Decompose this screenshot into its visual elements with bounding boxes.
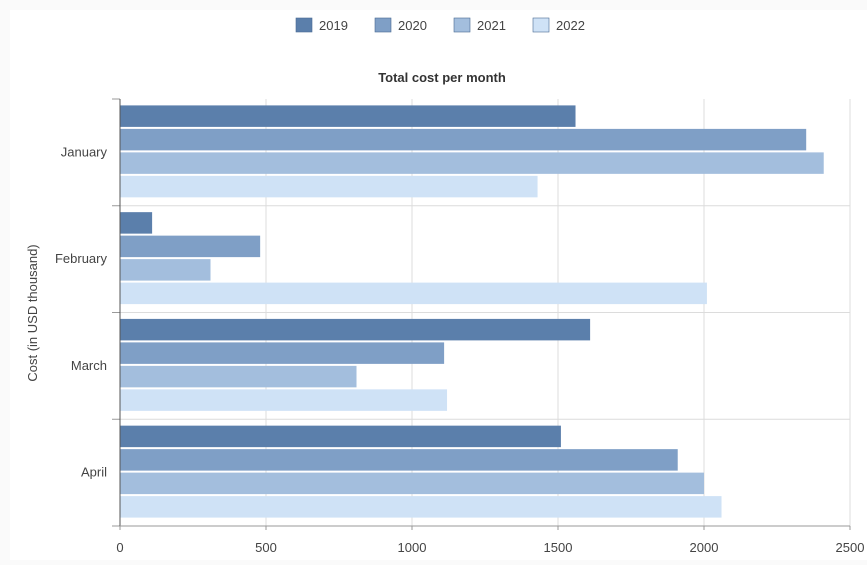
bar-february-2021[interactable] [120, 259, 211, 281]
bars [120, 105, 824, 518]
bar-january-2022[interactable] [120, 175, 538, 198]
bar-march-2020[interactable] [120, 342, 445, 364]
x-tick-label: 2500 [836, 540, 865, 555]
legend-item-2020[interactable]: 2020 [374, 17, 427, 33]
bar-february-2022[interactable] [120, 282, 707, 305]
legend-label: 2019 [319, 18, 348, 33]
bar-march-2021[interactable] [120, 365, 357, 388]
legend-swatch [532, 17, 550, 33]
bar-february-2020[interactable] [120, 235, 261, 258]
bar-april-2021[interactable] [120, 472, 704, 495]
y-tick-label: January [61, 144, 108, 159]
bar-april-2019[interactable] [120, 425, 561, 448]
axes [112, 98, 851, 530]
bar-january-2021[interactable] [120, 152, 824, 174]
y-tick-label: February [55, 251, 108, 266]
legend-item-2019[interactable]: 2019 [295, 17, 348, 33]
y-tick-labels: January February March April [55, 144, 108, 479]
bar-january-2020[interactable] [120, 128, 807, 151]
legend-swatch [453, 17, 471, 33]
y-tick-label: April [81, 465, 107, 480]
x-tick-label: 500 [255, 540, 277, 555]
legend-swatch [295, 17, 313, 33]
bar-march-2022[interactable] [120, 389, 448, 411]
legend-item-2022[interactable]: 2022 [532, 17, 585, 33]
x-tick-labels: 0 500 1000 1500 2000 2500 [116, 540, 864, 555]
chart-title: Total cost per month [378, 70, 506, 85]
bar-january-2019[interactable] [120, 105, 576, 127]
legend-label: 2022 [556, 18, 585, 33]
x-tick-label: 0 [116, 540, 123, 555]
legend-item-2021[interactable]: 2021 [453, 17, 506, 33]
x-tick-label: 1500 [544, 540, 573, 555]
y-tick-label: March [71, 358, 107, 373]
y-axis-label: Cost (in USD thousand) [25, 244, 40, 381]
x-tick-label: 1000 [398, 540, 427, 555]
legend-swatch [374, 17, 392, 33]
bar-april-2022[interactable] [120, 496, 722, 518]
bar-april-2020[interactable] [120, 449, 678, 471]
legend-label: 2021 [477, 18, 506, 33]
bar-february-2019[interactable] [120, 212, 153, 234]
x-tick-label: 2000 [690, 540, 719, 555]
legend: 2019 2020 2021 2022 [295, 17, 585, 33]
bar-march-2019[interactable] [120, 318, 591, 341]
legend-label: 2020 [398, 18, 427, 33]
